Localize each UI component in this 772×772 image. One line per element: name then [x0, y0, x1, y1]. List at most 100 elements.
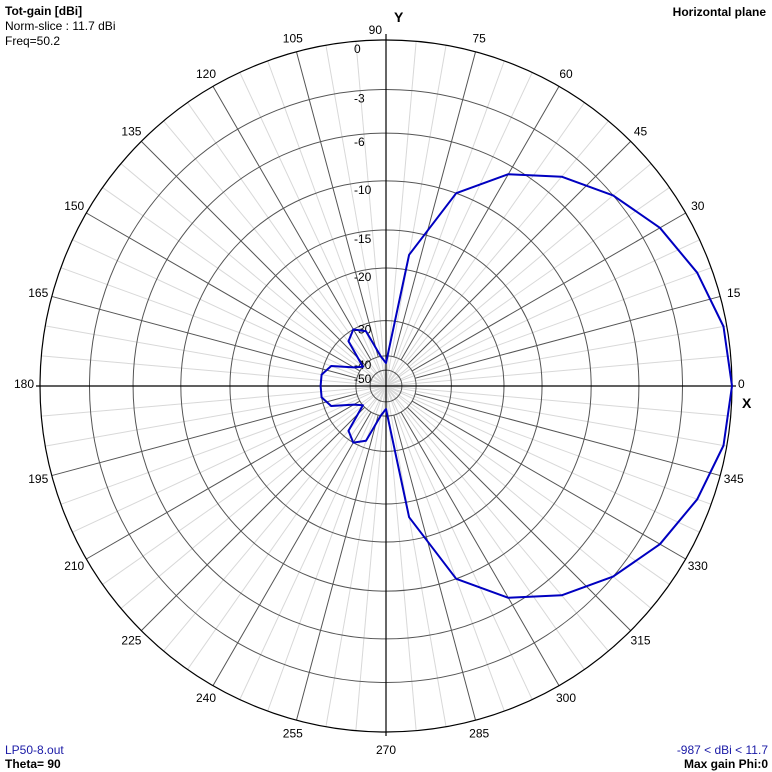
- angle-tick-315: 315: [631, 634, 651, 648]
- norm-slice-label: Norm-slice : 11.7 dBi: [5, 19, 116, 33]
- angle-tick-285: 285: [469, 727, 489, 741]
- grid-spoke: [385, 385, 700, 533]
- grid-spoke: [355, 41, 387, 387]
- pattern-line: [319, 173, 733, 599]
- grid-spoke: [385, 385, 652, 609]
- gain-range-label: -987 < dBi < 11.7: [676, 743, 768, 757]
- angle-tick-45: 45: [634, 124, 648, 138]
- angle-tick-225: 225: [121, 634, 141, 648]
- grid-spoke: [267, 60, 387, 387]
- major-spoke: [393, 51, 477, 358]
- major-spoke: [406, 406, 632, 632]
- angle-tick-90: 90: [369, 23, 383, 37]
- radial-tick-0: 0: [354, 42, 361, 56]
- angle-tick-105: 105: [283, 31, 303, 45]
- major-spoke: [295, 414, 379, 721]
- x-axis-label: X: [742, 395, 752, 411]
- grid-spoke: [385, 267, 712, 387]
- major-spoke: [411, 400, 686, 560]
- grid-spoke: [385, 385, 670, 585]
- grid-spoke: [102, 187, 387, 387]
- angle-grid: [41, 41, 731, 731]
- theta-label: Theta= 90: [5, 757, 61, 771]
- major-spoke: [51, 393, 358, 477]
- grid-spoke: [72, 385, 387, 533]
- radial-tick-m20: -20: [354, 270, 372, 284]
- angle-tick-180: 180: [14, 377, 34, 391]
- major-spoke: [406, 140, 632, 366]
- grid-spoke: [385, 325, 727, 387]
- grid-spoke: [120, 385, 387, 609]
- grid-spoke: [385, 239, 700, 387]
- grid-spoke: [45, 385, 387, 447]
- angle-tick-30: 30: [691, 199, 705, 213]
- grid-spoke: [385, 41, 417, 387]
- major-spoke: [212, 86, 372, 361]
- grid-spoke: [187, 385, 387, 670]
- angle-tick-255: 255: [283, 727, 303, 741]
- grid-spoke: [60, 385, 387, 505]
- major-spoke: [400, 86, 560, 361]
- angle-tick-60: 60: [559, 67, 573, 81]
- grid-spoke: [120, 163, 387, 387]
- grid-spoke: [60, 267, 387, 387]
- angle-tick-240: 240: [196, 691, 216, 705]
- main-axes: [36, 34, 736, 736]
- grid-spoke: [325, 45, 387, 387]
- grid-spoke: [385, 385, 727, 447]
- frequency-label: Freq=50.2: [5, 34, 61, 48]
- plane-label: Horizontal plane: [672, 5, 766, 19]
- angle-tick-135: 135: [121, 124, 141, 138]
- grid-spoke: [355, 385, 387, 731]
- grid-spoke: [385, 385, 447, 727]
- angle-tick-120: 120: [196, 67, 216, 81]
- major-spoke: [51, 295, 358, 379]
- grid-spoke: [385, 355, 731, 387]
- grid-spoke: [385, 45, 447, 387]
- major-spoke: [393, 414, 477, 721]
- angle-tick-300: 300: [556, 691, 576, 705]
- major-spoke: [86, 212, 361, 372]
- max-gain-label: Max gain Phi:0: [683, 757, 768, 771]
- grid-spoke: [45, 325, 387, 387]
- angle-tick-345: 345: [724, 472, 744, 486]
- radial-tick-m6: -6: [354, 135, 365, 149]
- angle-tick-165: 165: [28, 286, 48, 300]
- grid-spoke: [385, 102, 585, 387]
- angle-tick-195: 195: [28, 472, 48, 486]
- angle-tick-270: 270: [376, 743, 396, 757]
- angle-tick-210: 210: [64, 559, 84, 573]
- grid-spoke: [385, 385, 712, 505]
- grid-spoke: [72, 239, 387, 387]
- grid-spoke: [239, 72, 387, 387]
- grid-spoke: [102, 385, 387, 585]
- grid-spoke: [267, 385, 387, 712]
- radial-tick-m3: -3: [354, 91, 365, 105]
- angle-tick-150: 150: [64, 199, 84, 213]
- angle-tick-15: 15: [727, 286, 741, 300]
- grid-spoke: [385, 385, 731, 417]
- grid-spoke: [385, 187, 670, 387]
- grid-spoke: [385, 385, 609, 652]
- major-spoke: [414, 393, 721, 477]
- major-spoke: [400, 411, 560, 686]
- grid-spoke: [187, 102, 387, 387]
- angle-tick-330: 330: [688, 559, 708, 573]
- major-spoke: [86, 400, 361, 560]
- grid-spoke: [385, 385, 505, 712]
- y-axis-label: Y: [394, 9, 404, 25]
- grid-spoke: [385, 120, 609, 387]
- angle-tick-75: 75: [472, 31, 486, 45]
- grid-spoke: [385, 385, 533, 700]
- pattern-series: [319, 173, 733, 599]
- major-spoke: [414, 295, 721, 379]
- major-spoke: [140, 140, 366, 366]
- radial-tick-m10: -10: [354, 183, 372, 197]
- grid-spoke: [41, 355, 387, 387]
- file-label: LP50-8.out: [5, 743, 64, 757]
- grid-spoke: [239, 385, 387, 700]
- radial-tick-m15: -15: [354, 232, 372, 246]
- chart-title: Tot-gain [dBi]: [5, 4, 83, 18]
- angle-tick-labels: 0 15 30 45 60 75 90 105 120 135 150 165 180 195 210 225…: [14, 23, 745, 757]
